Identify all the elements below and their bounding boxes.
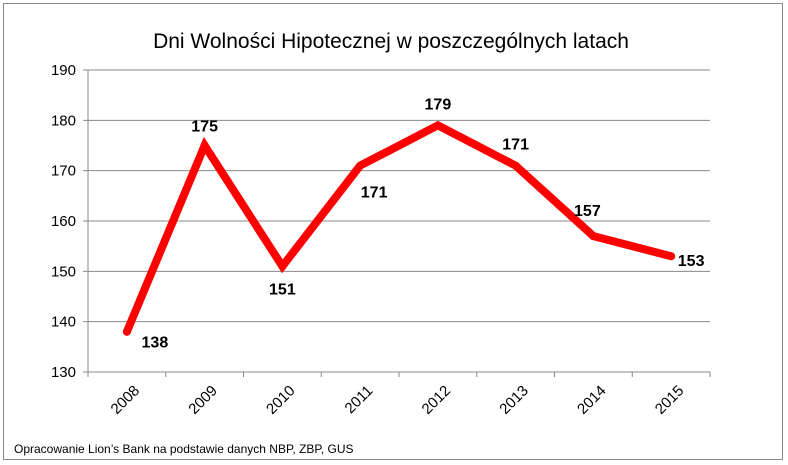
y-tick-label: 160 <box>51 213 76 230</box>
data-point <box>667 252 676 261</box>
x-tick-label: 2013 <box>496 382 532 418</box>
series-line <box>122 120 676 336</box>
data-point <box>511 161 520 170</box>
x-tick-label: 2015 <box>652 382 688 418</box>
x-tick-labels: 2008 2009 2010 2011 2012 2013 2014 2015 <box>108 382 688 418</box>
data-point <box>433 121 442 130</box>
data-label: 153 <box>678 253 705 270</box>
y-tick-label: 170 <box>51 163 76 180</box>
data-label: 171 <box>361 185 388 202</box>
x-tick-label: 2011 <box>342 382 377 417</box>
x-tick-label: 2008 <box>108 382 144 418</box>
data-label: 175 <box>191 119 218 136</box>
data-label: 179 <box>425 96 452 113</box>
x-tick-label: 2012 <box>419 382 455 418</box>
x-tick-label: 2014 <box>574 382 610 418</box>
x-tick-label: 2009 <box>185 382 221 418</box>
source-note: Opracowanie Lion’s Bank na podstawie dan… <box>14 442 354 456</box>
data-point <box>589 232 598 241</box>
chart-title: Dni Wolności Hipotecznej w poszczególnyc… <box>153 30 629 53</box>
grid-layer <box>88 69 710 323</box>
y-tick-label: 130 <box>51 364 76 381</box>
y-tick-label: 140 <box>51 314 76 331</box>
x-tick-label: 2010 <box>263 382 299 418</box>
data-point <box>278 262 287 271</box>
data-label: 157 <box>574 203 601 220</box>
data-point <box>356 161 365 170</box>
data-point <box>122 327 131 336</box>
y-tick-labels: 130 140 150 160 170 180 190 <box>51 62 76 381</box>
y-tick-label: 190 <box>51 62 76 79</box>
data-label: 138 <box>142 335 169 352</box>
y-tick-label: 180 <box>51 112 76 129</box>
series-layer <box>122 120 676 336</box>
data-label: 151 <box>269 281 296 298</box>
data-point <box>200 141 209 150</box>
data-label: 171 <box>502 137 529 154</box>
chart-frame <box>3 3 783 460</box>
y-tick-label: 150 <box>51 263 76 280</box>
data-labels: 138 175 151 171 179 171 157 153 <box>142 96 705 351</box>
axis-layer <box>83 69 711 377</box>
